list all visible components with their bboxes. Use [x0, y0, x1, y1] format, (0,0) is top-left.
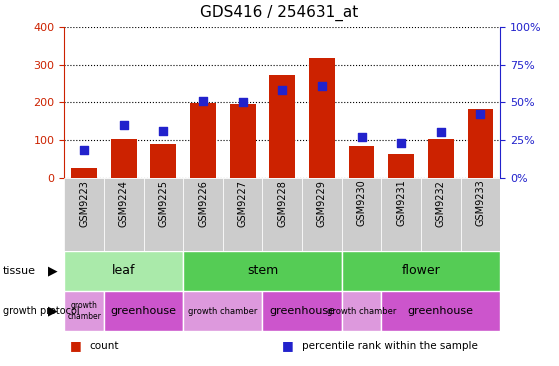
Text: GSM9225: GSM9225: [158, 180, 168, 227]
Point: [318, 83, 326, 89]
Bar: [381, 291, 500, 331]
Bar: [190, 103, 216, 178]
Text: ■: ■: [282, 339, 294, 352]
Text: greenhouse: greenhouse: [269, 306, 335, 316]
Bar: [309, 58, 335, 178]
Text: stem: stem: [247, 264, 278, 277]
Text: count: count: [89, 341, 119, 351]
Text: leaf: leaf: [112, 264, 135, 277]
Text: ▶: ▶: [48, 264, 57, 277]
Text: GSM9224: GSM9224: [119, 180, 129, 227]
Bar: [104, 178, 144, 251]
Point: [238, 100, 247, 105]
Bar: [468, 109, 494, 178]
Text: growth
chamber: growth chamber: [67, 301, 101, 321]
Bar: [183, 291, 263, 331]
Bar: [111, 139, 136, 178]
Point: [437, 130, 446, 135]
Bar: [183, 178, 223, 251]
Bar: [421, 178, 461, 251]
Text: percentile rank within the sample: percentile rank within the sample: [302, 341, 478, 351]
Text: flower: flower: [402, 264, 440, 277]
Bar: [104, 291, 183, 331]
Bar: [342, 178, 381, 251]
Bar: [381, 178, 421, 251]
Bar: [263, 291, 342, 331]
Text: GSM9229: GSM9229: [317, 180, 327, 227]
Point: [159, 128, 168, 134]
Point: [278, 87, 287, 93]
Bar: [461, 178, 500, 251]
Point: [357, 134, 366, 140]
Bar: [349, 146, 375, 178]
Point: [119, 122, 128, 128]
Bar: [342, 291, 381, 331]
Text: growth protocol: growth protocol: [3, 306, 79, 316]
Point: [476, 112, 485, 117]
Text: growth chamber: growth chamber: [327, 307, 396, 315]
Text: GSM9231: GSM9231: [396, 180, 406, 227]
Bar: [223, 178, 263, 251]
Text: GSM9227: GSM9227: [238, 180, 248, 227]
Text: ▶: ▶: [48, 305, 57, 318]
Text: GSM9223: GSM9223: [79, 180, 89, 227]
Text: tissue: tissue: [3, 266, 36, 276]
Text: growth chamber: growth chamber: [188, 307, 258, 315]
Bar: [263, 178, 302, 251]
Text: GSM9233: GSM9233: [476, 180, 485, 227]
Bar: [230, 104, 255, 178]
Bar: [302, 178, 342, 251]
Bar: [183, 251, 342, 291]
Bar: [71, 168, 97, 178]
Text: GDS416 / 254631_at: GDS416 / 254631_at: [200, 5, 359, 21]
Point: [198, 98, 207, 104]
Bar: [64, 291, 104, 331]
Bar: [150, 145, 176, 178]
Text: ■: ■: [70, 339, 82, 352]
Bar: [269, 75, 295, 178]
Text: GSM9228: GSM9228: [277, 180, 287, 227]
Bar: [144, 178, 183, 251]
Bar: [389, 154, 414, 178]
Bar: [428, 139, 454, 178]
Point: [397, 140, 406, 146]
Point: [79, 147, 88, 153]
Bar: [64, 178, 104, 251]
Text: GSM9230: GSM9230: [357, 180, 367, 227]
Text: GSM9232: GSM9232: [436, 180, 446, 227]
Bar: [342, 251, 500, 291]
Bar: [64, 251, 183, 291]
Text: greenhouse: greenhouse: [111, 306, 177, 316]
Text: GSM9226: GSM9226: [198, 180, 208, 227]
Text: greenhouse: greenhouse: [408, 306, 474, 316]
